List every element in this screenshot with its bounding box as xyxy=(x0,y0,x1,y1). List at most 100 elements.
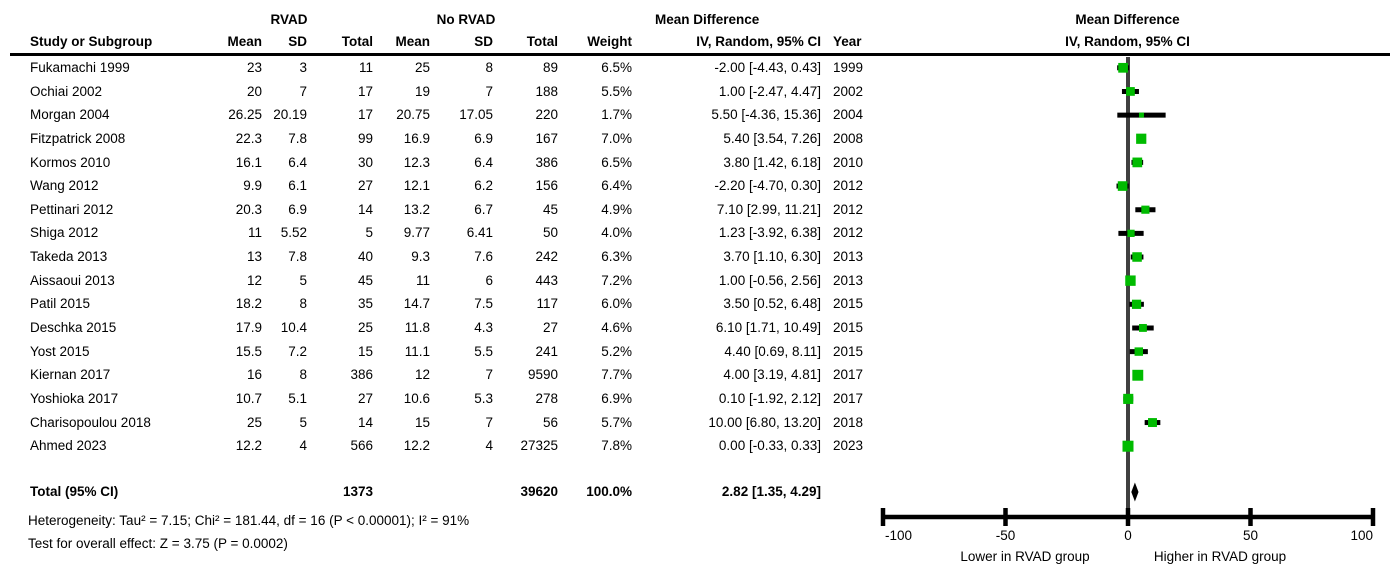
table-row: Wang 2012 9.9 6.1 27 12.1 6.2 156 6.4% -2.20 [-4… xyxy=(0,174,1398,198)
cell-weight: 6.0% xyxy=(601,296,632,312)
col-header-weight: Weight xyxy=(587,34,632,49)
cell-ci: 0.10 [-1.92, 2.12] xyxy=(718,390,821,406)
cell-total-norvad: 188 xyxy=(535,83,558,99)
cell-weight: 6.4% xyxy=(601,178,632,194)
cell-mean-norvad: 10.6 xyxy=(403,390,430,406)
group-rvad-label: RVAD xyxy=(270,12,308,27)
cell-mean-rvad: 10.7 xyxy=(235,390,262,406)
table-row: Shiga 2012 11 5.52 5 9.77 6.41 50 4.0% 1.23 [-3.… xyxy=(0,221,1398,245)
cell-year: 2008 xyxy=(833,130,864,146)
cell-mean-rvad: 15.5 xyxy=(235,343,262,359)
cell-mean-norvad: 11.1 xyxy=(404,343,430,359)
cell-total-rvad: 14 xyxy=(357,414,373,430)
cell-study: Yoshioka 2017 xyxy=(30,390,119,406)
total-label: Total (95% CI) xyxy=(30,484,119,499)
cell-study: Charisopoulou 2018 xyxy=(30,414,151,430)
cell-mean-norvad: 16.9 xyxy=(403,130,430,146)
cell-sd-norvad: 6.7 xyxy=(474,201,493,217)
cell-total-rvad: 27 xyxy=(357,390,373,406)
cell-total-rvad: 15 xyxy=(357,343,373,359)
cell-total-norvad: 27325 xyxy=(520,438,558,454)
cell-mean-norvad: 25 xyxy=(414,60,430,75)
study-rows: Fukamachi 1999 23 3 11 25 8 89 6.5% -2.00 [-4.43… xyxy=(0,56,1398,458)
cell-total-rvad: 17 xyxy=(357,107,373,123)
cell-mean-norvad: 15 xyxy=(414,414,430,430)
cell-study: Ochiai 2002 xyxy=(30,83,103,99)
cell-sd-rvad: 3 xyxy=(299,60,307,75)
cell-sd-rvad: 7.8 xyxy=(288,130,307,146)
cell-total-rvad: 5 xyxy=(365,225,373,241)
cell-mean-rvad: 23 xyxy=(246,60,262,75)
cell-ci: 0.00 [-0.33, 0.33] xyxy=(718,438,821,454)
cell-sd-norvad: 7 xyxy=(485,83,493,99)
cell-total-norvad: 45 xyxy=(542,201,558,217)
col-header-ci: IV, Random, 95% CI xyxy=(696,34,821,49)
cell-mean-rvad: 18.2 xyxy=(235,296,262,312)
cell-ci: 1.00 [-2.47, 4.47] xyxy=(718,83,821,99)
cell-sd-norvad: 7 xyxy=(485,414,493,430)
cell-sd-norvad: 7.5 xyxy=(474,296,493,312)
overall-effect-text: Test for overall effect: Z = 3.75 (P = 0… xyxy=(28,536,288,551)
cell-year: 2013 xyxy=(833,249,864,265)
cell-total-norvad: 117 xyxy=(536,296,558,312)
cell-sd-norvad: 7.6 xyxy=(474,249,493,265)
cell-sd-rvad: 6.4 xyxy=(288,154,307,170)
cell-mean-norvad: 9.77 xyxy=(403,225,430,241)
cell-ci: 1.00 [-0.56, 2.56] xyxy=(718,272,821,288)
cell-sd-norvad: 6 xyxy=(485,272,493,288)
cell-total-norvad: 9590 xyxy=(527,367,558,383)
col-header-mean-rvad: Mean xyxy=(227,34,262,49)
axis-direction-label-left: Lower in RVAD group xyxy=(960,549,1089,564)
cell-mean-norvad: 12.2 xyxy=(403,438,430,454)
cell-total-norvad: 386 xyxy=(535,154,558,170)
cell-year: 2013 xyxy=(833,272,864,288)
table-row: Yost 2015 15.5 7.2 15 11.1 5.5 241 5.2% 4.40 [0.… xyxy=(0,340,1398,364)
cell-sd-rvad: 7 xyxy=(299,83,307,99)
cell-weight: 1.7% xyxy=(601,107,632,123)
cell-sd-norvad: 6.4 xyxy=(474,154,493,170)
cell-total-rvad: 35 xyxy=(357,296,373,312)
cell-sd-rvad: 5 xyxy=(299,414,307,430)
cell-total-rvad: 14 xyxy=(357,201,373,217)
cell-study: Ahmed 2023 xyxy=(30,438,107,454)
table-row: Morgan 2004 26.25 20.19 17 20.75 17.05 220 1.7%… xyxy=(0,103,1398,127)
cell-sd-rvad: 5 xyxy=(299,272,307,288)
cell-ci: -2.00 [-4.43, 0.43] xyxy=(714,60,821,75)
table-row: Deschka 2015 17.9 10.4 25 11.8 4.3 27 4.6% 6.10 … xyxy=(0,316,1398,340)
cell-total-norvad: 242 xyxy=(535,249,558,265)
cell-mean-rvad: 20 xyxy=(246,83,262,99)
cell-mean-norvad: 12.3 xyxy=(403,154,430,170)
cell-sd-norvad: 7 xyxy=(485,367,493,383)
cell-sd-rvad: 8 xyxy=(299,296,307,312)
total-weight: 100.0% xyxy=(586,484,632,499)
cell-sd-norvad: 5.5 xyxy=(474,343,493,359)
cell-study: Takeda 2013 xyxy=(30,249,108,265)
cell-study: Patil 2015 xyxy=(30,296,91,312)
cell-total-rvad: 11 xyxy=(358,60,373,75)
cell-year: 2002 xyxy=(833,83,864,99)
cell-sd-norvad: 6.41 xyxy=(466,225,493,241)
group-no-rvad-label: No RVAD xyxy=(436,12,496,27)
cell-total-rvad: 17 xyxy=(357,83,373,99)
cell-weight: 7.8% xyxy=(601,438,632,454)
cell-mean-norvad: 12.1 xyxy=(403,178,430,194)
cell-sd-norvad: 6.2 xyxy=(474,178,493,194)
plot-title: Mean Difference xyxy=(1075,12,1180,27)
axis-tick-label: 100 xyxy=(1350,528,1373,543)
cell-total-norvad: 443 xyxy=(535,272,558,288)
cell-weight: 4.0% xyxy=(601,225,632,241)
total-rvad-n: 1373 xyxy=(342,484,373,499)
table-row: Yoshioka 2017 10.7 5.1 27 10.6 5.3 278 6.9% 0.10… xyxy=(0,387,1398,411)
total-row: Total (95% CI) 1373 39620 100.0% 2.82 [1… xyxy=(0,480,1398,504)
cell-total-norvad: 278 xyxy=(535,390,558,406)
cell-year: 2023 xyxy=(833,438,864,454)
cell-weight: 5.2% xyxy=(601,343,632,359)
cell-year: 2004 xyxy=(833,107,864,123)
cell-ci: 5.50 [-4.36, 15.36] xyxy=(711,107,821,123)
cell-total-norvad: 89 xyxy=(542,60,558,75)
cell-mean-rvad: 26.25 xyxy=(228,107,262,123)
cell-study: Aissaoui 2013 xyxy=(30,272,115,288)
cell-mean-norvad: 14.7 xyxy=(403,296,430,312)
cell-study: Kormos 2010 xyxy=(30,154,111,170)
cell-year: 2015 xyxy=(833,296,864,312)
